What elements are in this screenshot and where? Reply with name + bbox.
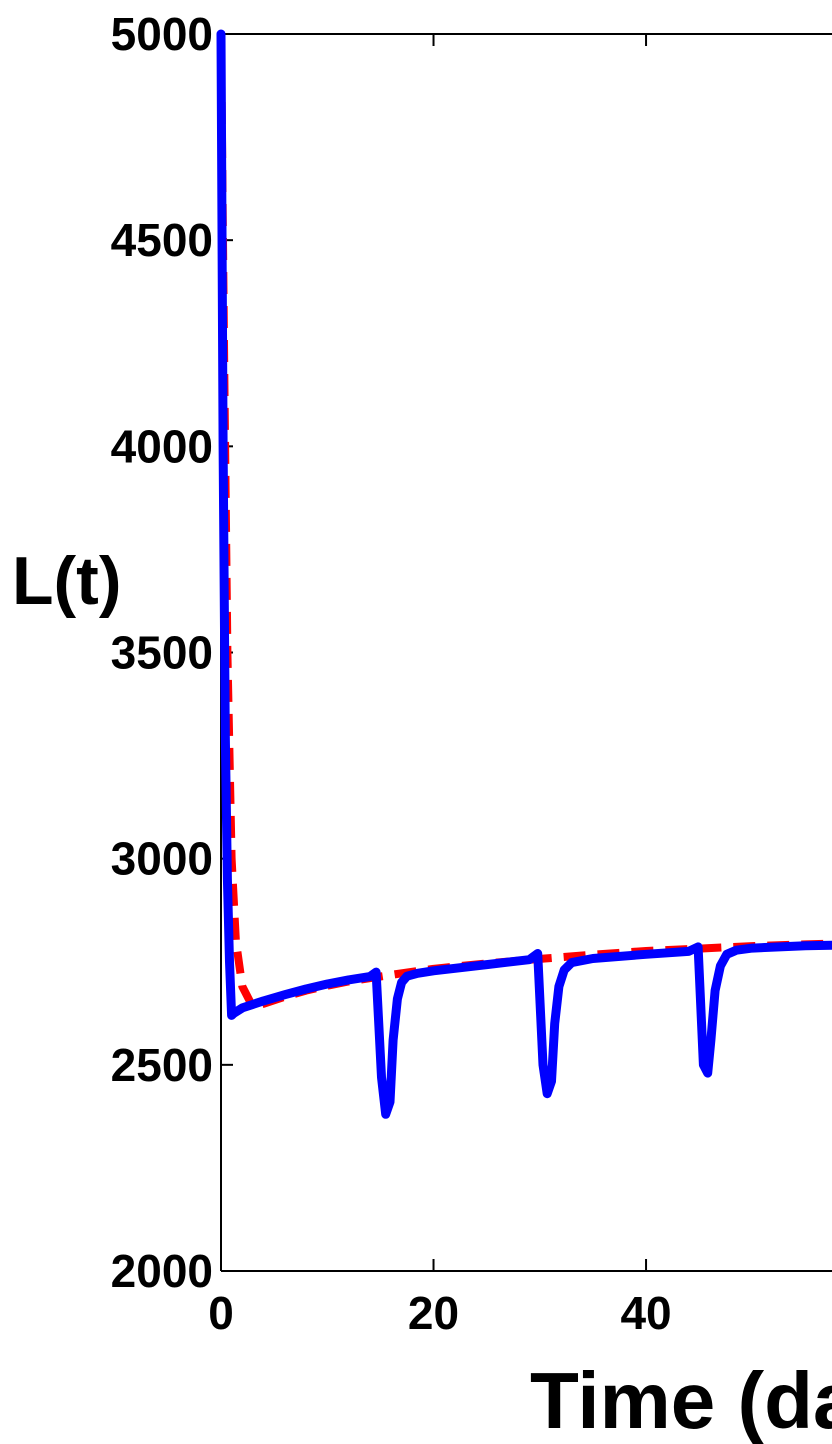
y-tick-label-5000: 5000 (111, 8, 213, 60)
x-tick-label-20: 20 (408, 1287, 459, 1339)
y-tick-label-4500: 4500 (111, 214, 213, 266)
y-tick-label-2000: 2000 (111, 1245, 213, 1297)
x-axis-title: Time (days) (530, 1356, 832, 1444)
series-layer (216, 29, 832, 1119)
y-axis-title: L(t) (12, 543, 121, 619)
y-tick-label-3000: 3000 (111, 833, 213, 885)
series-line-red-dashed (217, 33, 832, 1012)
series-line-blue-solid (216, 29, 832, 1119)
x-tick-label-40: 40 (620, 1287, 671, 1339)
plot-frame (220, 33, 832, 1272)
y-tick-label-2500: 2500 (111, 1039, 213, 1091)
y-tick-label-3500: 3500 (111, 627, 213, 679)
y-tick-label-4000: 4000 (111, 420, 213, 472)
x-tick-label-0: 0 (208, 1287, 234, 1339)
tick-labels: 2000 2500 3000 3500 4000 4500 5000 0 20 40 (111, 8, 672, 1339)
axis-ticks (220, 33, 648, 1272)
